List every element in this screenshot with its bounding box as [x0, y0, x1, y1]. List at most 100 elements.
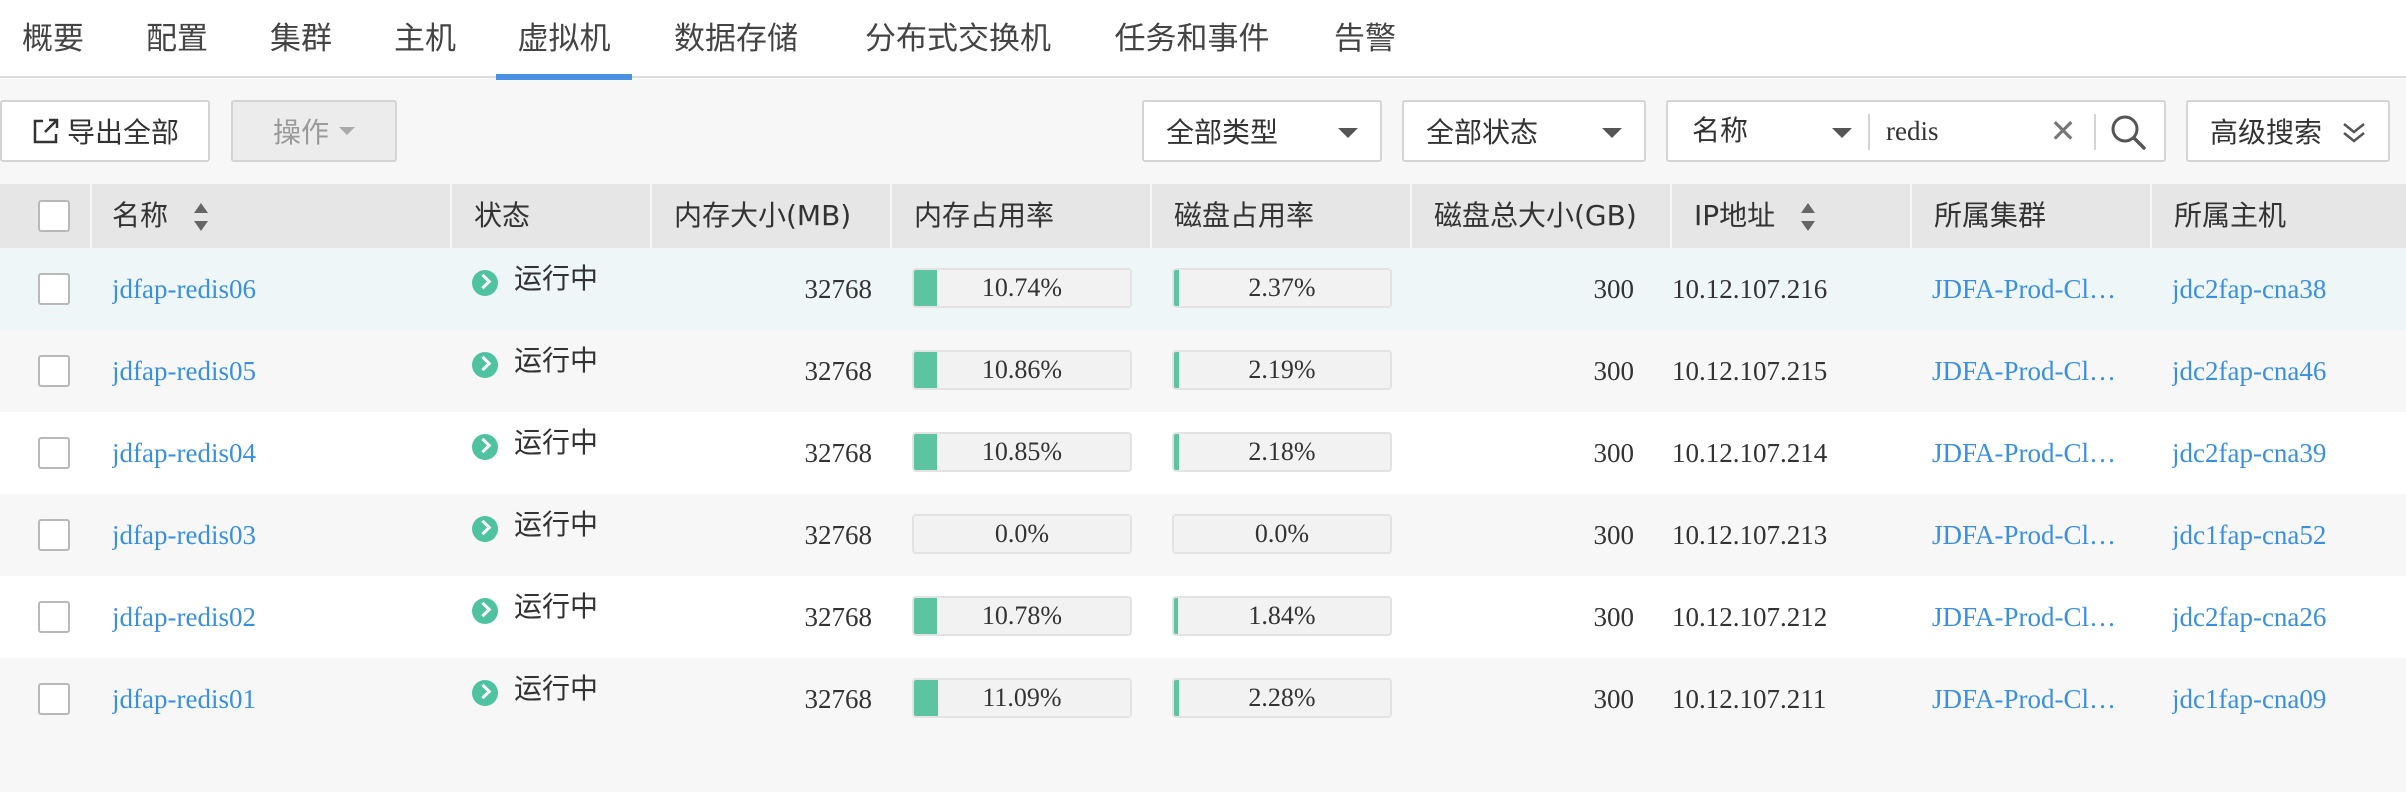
tab-clusters[interactable]: 集群 — [270, 21, 332, 57]
export-all-button[interactable]: 导出全部 — [0, 100, 210, 162]
running-status-icon — [472, 352, 498, 378]
header-checkbox-cell — [0, 184, 92, 248]
status-label: 运行中 — [514, 508, 599, 541]
table-row[interactable]: jdfap-redis03 运行中 32768 0.0% 0.0% 300 10… — [0, 494, 2406, 576]
vm-name-link[interactable]: jdfap-redis02 — [112, 602, 256, 632]
mem-usage-label: 11.09% — [982, 683, 1062, 712]
status-cell: 运行中 — [472, 330, 642, 412]
chevron-down-icon — [1602, 128, 1622, 138]
tab-tasks-events[interactable]: 任务和事件 — [1114, 21, 1270, 57]
sort-icon[interactable] — [194, 203, 209, 231]
actions-button[interactable]: 操作 — [231, 100, 397, 162]
tab-datastores[interactable]: 数据存储 — [674, 21, 798, 57]
column-host-label: 所属主机 — [2174, 199, 2287, 232]
row-checkbox[interactable] — [38, 519, 70, 551]
table-row[interactable]: jdfap-redis04 运行中 32768 10.85% 2.18% 300… — [0, 412, 2406, 494]
column-header-name[interactable]: 名称 — [92, 184, 452, 248]
cluster-link[interactable]: JDFA-Prod-Cl… — [1932, 602, 2117, 632]
tab-distributed-switch[interactable]: 分布式交换机 — [865, 21, 1051, 57]
chevron-down-icon — [1338, 128, 1358, 138]
column-cluster-label: 所属集群 — [1934, 199, 2047, 232]
cluster-link[interactable]: JDFA-Prod-Cl… — [1932, 684, 2117, 714]
ip-address: 10.12.107.212 — [1672, 602, 1828, 632]
host-link[interactable]: jdc2fap-cna38 — [2172, 274, 2327, 304]
disk-usage-label: 2.37% — [1248, 273, 1316, 302]
status-filter-select[interactable]: 全部状态 — [1402, 100, 1646, 162]
status-label: 运行中 — [514, 344, 599, 377]
select-all-checkbox[interactable] — [38, 200, 70, 232]
cluster-link[interactable]: JDFA-Prod-Cl… — [1932, 438, 2117, 468]
host-link[interactable]: jdc1fap-cna09 — [2172, 684, 2327, 714]
tab-alarms[interactable]: 告警 — [1334, 21, 1396, 57]
disk-usage-label: 1.84% — [1248, 601, 1316, 630]
disk-usage-fill — [1174, 434, 1179, 470]
memory-size: 32768 — [804, 356, 873, 386]
vm-name-link[interactable]: jdfap-redis01 — [112, 684, 256, 714]
column-mem-usage-label: 内存占用率 — [914, 199, 1055, 232]
column-header-host: 所属主机 — [2152, 184, 2406, 248]
column-name-label: 名称 — [112, 199, 169, 232]
tab-overview[interactable]: 概要 — [22, 21, 84, 57]
tab-config[interactable]: 配置 — [146, 21, 208, 57]
vm-name-link[interactable]: jdfap-redis05 — [112, 356, 256, 386]
type-filter-select[interactable]: 全部类型 — [1142, 100, 1382, 162]
row-checkbox[interactable] — [38, 437, 70, 469]
table-row[interactable]: jdfap-redis05 运行中 32768 10.86% 2.19% 300… — [0, 330, 2406, 412]
column-memory-label: 内存大小(MB) — [674, 199, 852, 232]
cluster-link[interactable]: JDFA-Prod-Cl… — [1932, 356, 2117, 386]
column-header-disk-usage: 磁盘占用率 — [1152, 184, 1412, 248]
column-header-ip[interactable]: IP地址 — [1672, 184, 1912, 248]
table-row[interactable]: jdfap-redis06 运行中 32768 10.74% 2.37% 300… — [0, 248, 2406, 330]
tab-hosts[interactable]: 主机 — [394, 21, 456, 57]
double-chevron-down-icon — [2343, 123, 2365, 143]
host-link[interactable]: jdc1fap-cna52 — [2172, 520, 2327, 550]
running-status-icon — [472, 598, 498, 624]
status-cell: 运行中 — [472, 248, 642, 330]
sort-icon[interactable] — [1801, 203, 1816, 231]
export-all-label: 导出全部 — [66, 116, 179, 149]
row-checkbox[interactable] — [38, 601, 70, 633]
cluster-link[interactable]: JDFA-Prod-Cl… — [1932, 520, 2117, 550]
row-checkbox[interactable] — [38, 683, 70, 715]
nav-tabs: 概要 配置 集群 主机 虚拟机 数据存储 分布式交换机 任务和事件 告警 — [0, 0, 2406, 80]
vm-name-link[interactable]: jdfap-redis04 — [112, 438, 256, 468]
ip-address: 10.12.107.216 — [1672, 274, 1828, 304]
running-status-icon — [472, 270, 498, 296]
mem-usage-label: 10.86% — [981, 355, 1063, 384]
mem-usage-label: 10.74% — [981, 273, 1063, 302]
tab-vms[interactable]: 虚拟机 — [496, 0, 632, 80]
host-link[interactable]: jdc2fap-cna39 — [2172, 438, 2327, 468]
ip-address: 10.12.107.213 — [1672, 520, 1828, 550]
mem-usage-fill — [914, 434, 938, 470]
search-icon[interactable] — [2108, 112, 2148, 152]
row-checkbox[interactable] — [38, 273, 70, 305]
mem-usage-fill — [914, 680, 938, 716]
host-link[interactable]: jdc2fap-cna26 — [2172, 602, 2327, 632]
table-row[interactable]: jdfap-redis02 运行中 32768 10.78% 1.84% 300… — [0, 576, 2406, 658]
column-header-disk-size: 磁盘总大小(GB) — [1412, 184, 1672, 248]
divider — [1868, 114, 1870, 150]
mem-usage-fill — [914, 352, 938, 388]
mem-usage-bar: 10.74% — [912, 268, 1132, 308]
search-input[interactable] — [1886, 110, 2046, 152]
table-row[interactable]: jdfap-redis01 运行中 32768 11.09% 2.28% 300… — [0, 658, 2406, 740]
search-box: 名称 ✕ — [1666, 100, 2166, 162]
memory-size: 32768 — [804, 520, 873, 550]
search-field-select[interactable]: 名称 — [1668, 102, 1868, 160]
advanced-search-button[interactable]: 高级搜索 — [2186, 100, 2390, 162]
column-header-status: 状态 — [452, 184, 652, 248]
host-link[interactable]: jdc2fap-cna46 — [2172, 356, 2327, 386]
close-icon[interactable]: ✕ — [2049, 112, 2077, 150]
status-label: 运行中 — [514, 426, 599, 459]
column-header-cluster: 所属集群 — [1912, 184, 2152, 248]
cluster-link[interactable]: JDFA-Prod-Cl… — [1932, 274, 2117, 304]
disk-usage-fill — [1174, 598, 1178, 634]
vm-name-link[interactable]: jdfap-redis03 — [112, 520, 256, 550]
advanced-search-label: 高级搜索 — [2210, 116, 2323, 149]
row-checkbox[interactable] — [38, 355, 70, 387]
column-status-label: 状态 — [474, 199, 531, 232]
disk-size: 300 — [1593, 684, 1635, 714]
disk-usage-fill — [1174, 270, 1180, 306]
ip-address: 10.12.107.211 — [1672, 684, 1827, 714]
vm-name-link[interactable]: jdfap-redis06 — [112, 274, 256, 304]
